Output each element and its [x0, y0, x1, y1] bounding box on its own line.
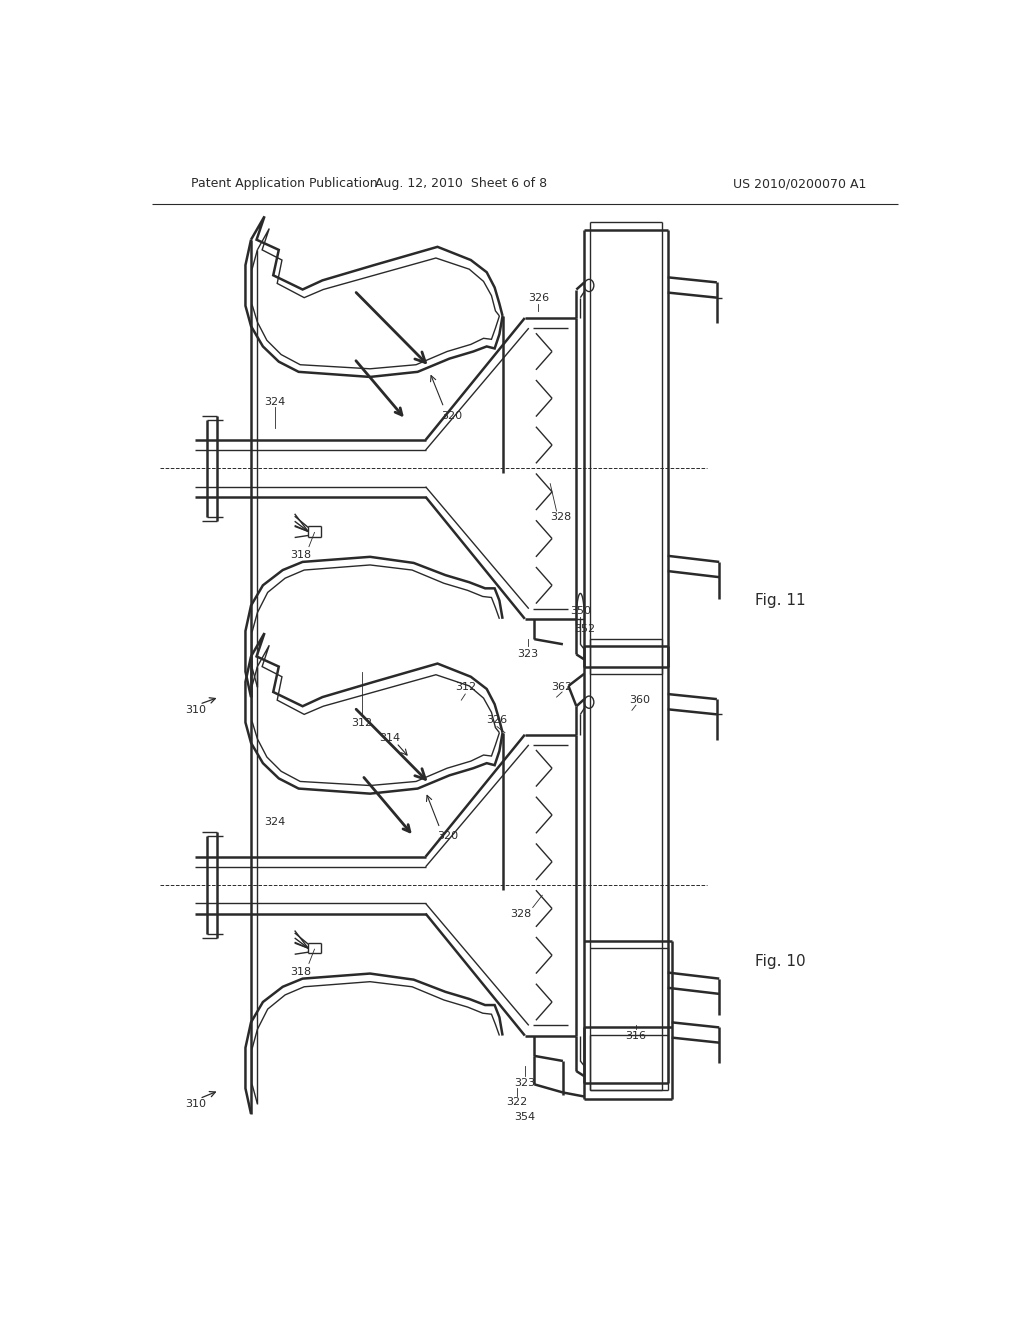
Text: US 2010/0200070 A1: US 2010/0200070 A1: [733, 177, 866, 190]
Text: 316: 316: [626, 1031, 646, 1040]
Text: 320: 320: [441, 411, 463, 421]
Text: 312: 312: [455, 682, 476, 692]
Text: 312: 312: [351, 718, 373, 727]
Text: 310: 310: [185, 705, 206, 715]
Text: 326: 326: [486, 715, 508, 726]
Text: Patent Application Publication: Patent Application Publication: [191, 177, 378, 190]
Text: 350: 350: [569, 606, 591, 615]
Text: 322: 322: [506, 1097, 527, 1106]
Text: 314: 314: [379, 733, 400, 743]
Text: 354: 354: [514, 1111, 536, 1122]
Text: 324: 324: [264, 397, 286, 408]
Text: 323: 323: [514, 1078, 536, 1088]
Text: Fig. 11: Fig. 11: [755, 593, 806, 609]
Text: 328: 328: [510, 908, 531, 919]
Text: 324: 324: [264, 817, 286, 828]
Text: 318: 318: [291, 550, 311, 560]
Text: Fig. 10: Fig. 10: [755, 954, 806, 969]
Text: Aug. 12, 2010  Sheet 6 of 8: Aug. 12, 2010 Sheet 6 of 8: [375, 177, 548, 190]
Text: 326: 326: [527, 293, 549, 302]
Text: 318: 318: [291, 966, 311, 977]
Text: 320: 320: [437, 832, 459, 841]
Text: 323: 323: [517, 649, 539, 660]
Text: 310: 310: [185, 1098, 206, 1109]
Text: 360: 360: [630, 696, 650, 705]
Text: 328: 328: [550, 512, 571, 523]
Text: 362: 362: [552, 682, 572, 692]
Text: 352: 352: [573, 624, 595, 634]
